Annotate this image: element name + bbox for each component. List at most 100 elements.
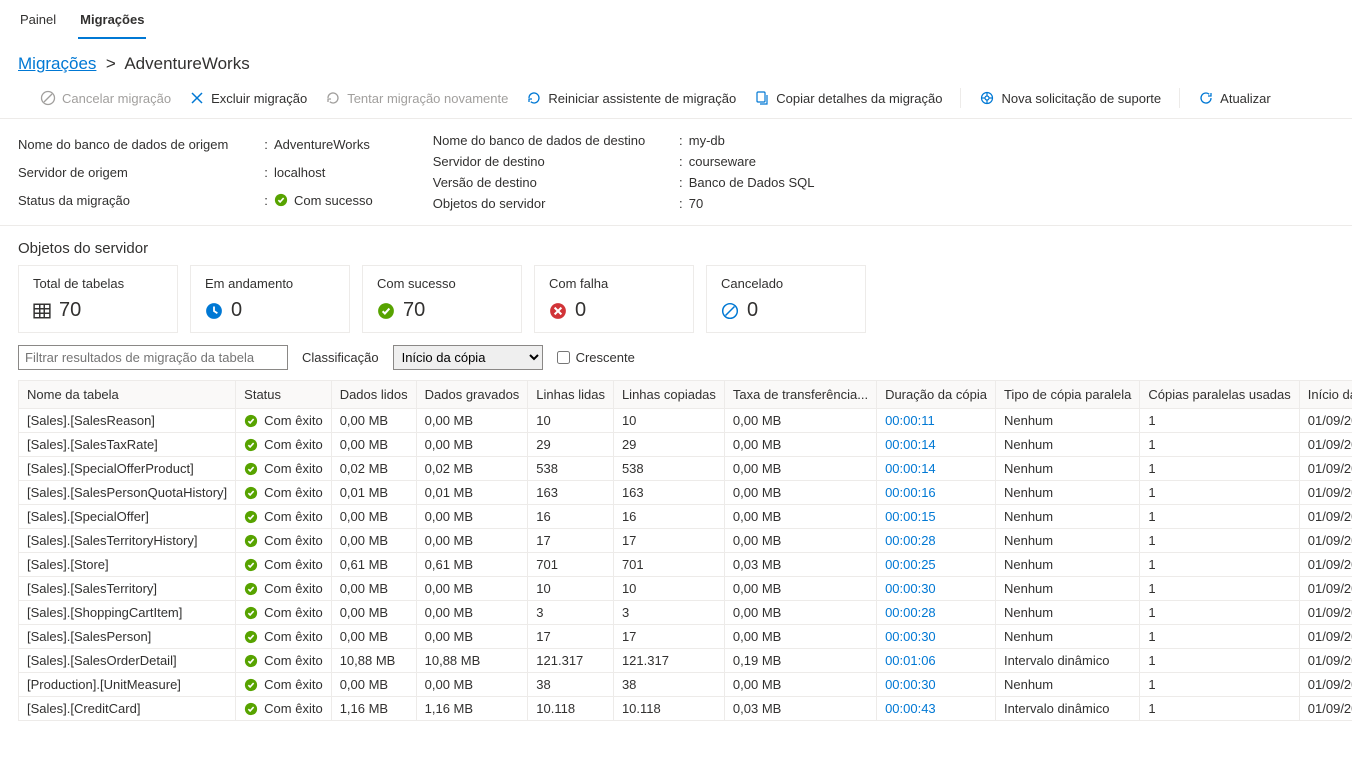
cell-rows-read: 29 [528, 433, 614, 457]
cell-rows-read: 16 [528, 505, 614, 529]
detail-key: Status da migração [18, 193, 258, 208]
table-row[interactable]: [Sales].[SalesTerritory]Com êxito0,00 MB… [19, 577, 1352, 601]
cell-parallel-type: Nenhum [995, 625, 1139, 649]
table-row[interactable]: [Sales].[SalesPersonQuotaHistory]Com êxi… [19, 481, 1352, 505]
table-row[interactable]: [Sales].[CreditCard]Com êxito1,16 MB1,16… [19, 697, 1352, 721]
cell-status: Com êxito [236, 553, 332, 577]
cell-status: Com êxito [236, 409, 332, 433]
cell-rate: 0,00 MB [724, 529, 876, 553]
delete-migration-button[interactable]: Excluir migração [189, 90, 307, 106]
cell-rows-read: 10.118 [528, 697, 614, 721]
cell-start: 01/09/2023, 10:39:46 [1299, 553, 1352, 577]
detail-value: AdventureWorks [274, 137, 373, 152]
toolbar-separator [960, 88, 961, 108]
cell-read: 1,16 MB [331, 697, 416, 721]
cell-read: 0,00 MB [331, 505, 416, 529]
migration-table: Nome da tabela Status Dados lidos Dados … [18, 380, 1352, 721]
col-data-written[interactable]: Dados gravados [416, 381, 528, 409]
cell-read: 0,00 MB [331, 673, 416, 697]
cell-duration: 00:00:16 [877, 481, 996, 505]
ascending-checkbox[interactable] [557, 351, 570, 364]
cell-write: 0,00 MB [416, 529, 528, 553]
table-row[interactable]: [Sales].[Store]Com êxito0,61 MB0,61 MB70… [19, 553, 1352, 577]
cell-parallel-type: Nenhum [995, 409, 1139, 433]
col-parallel-type[interactable]: Tipo de cópia paralela [995, 381, 1139, 409]
table-row[interactable]: [Sales].[SalesTerritoryHistory]Com êxito… [19, 529, 1352, 553]
cell-read: 0,00 MB [331, 625, 416, 649]
copy-icon [754, 90, 770, 106]
ascending-checkbox-label[interactable]: Crescente [557, 350, 635, 365]
cell-status: Com êxito [236, 625, 332, 649]
col-table-name[interactable]: Nome da tabela [19, 381, 236, 409]
table-row[interactable]: [Sales].[SalesPerson]Com êxito0,00 MB0,0… [19, 625, 1352, 649]
col-data-read[interactable]: Dados lidos [331, 381, 416, 409]
filter-input[interactable] [18, 345, 288, 370]
cell-parallel-type: Nenhum [995, 505, 1139, 529]
detail-key: Servidor de destino [433, 154, 673, 169]
copy-details-button[interactable]: Copiar detalhes da migração [754, 90, 942, 106]
col-parallel-used[interactable]: Cópias paralelas usadas [1140, 381, 1299, 409]
details-left: Nome do banco de dados de origem:Adventu… [18, 133, 373, 211]
tab-panel[interactable]: Painel [18, 6, 58, 39]
detail-key: Versão de destino [433, 175, 673, 190]
tab-migrations[interactable]: Migrações [78, 6, 146, 39]
retry-icon [325, 90, 341, 106]
table-icon [33, 302, 51, 320]
col-rows-copied[interactable]: Linhas copiadas [613, 381, 724, 409]
details-right: Nome do banco de dados de destino:my-db … [433, 133, 815, 211]
cell-rows-copied: 29 [613, 433, 724, 457]
cell-name: [Sales].[SalesTerritoryHistory] [19, 529, 236, 553]
detail-key: Nome do banco de dados de origem [18, 137, 258, 152]
table-row[interactable]: [Sales].[SpecialOfferProduct]Com êxito0,… [19, 457, 1352, 481]
col-status[interactable]: Status [236, 381, 332, 409]
cell-duration: 00:00:14 [877, 457, 996, 481]
cell-rate: 0,03 MB [724, 697, 876, 721]
cell-status: Com êxito [236, 457, 332, 481]
cell-rows-copied: 10 [613, 409, 724, 433]
details: Nome do banco de dados de origem:Adventu… [0, 119, 1352, 226]
restart-wizard-button[interactable]: Reiniciar assistente de migração [526, 90, 736, 106]
detail-value: 70 [689, 196, 815, 211]
filters: Classificação Início da cópia Crescente [0, 345, 1352, 380]
cell-write: 0,00 MB [416, 601, 528, 625]
refresh-button[interactable]: Atualizar [1198, 90, 1271, 106]
cell-start: 01/09/2023, 10:39:46 [1299, 577, 1352, 601]
table-row[interactable]: [Sales].[SalesTaxRate]Com êxito0,00 MB0,… [19, 433, 1352, 457]
detail-key: Nome do banco de dados de destino [433, 133, 673, 148]
cell-duration: 00:00:28 [877, 529, 996, 553]
card-success: Com sucesso 70 [362, 265, 522, 333]
table-row[interactable]: [Sales].[SpecialOffer]Com êxito0,00 MB0,… [19, 505, 1352, 529]
cell-rows-read: 701 [528, 553, 614, 577]
success-icon [244, 534, 258, 548]
card-failed: Com falha 0 [534, 265, 694, 333]
cell-duration: 00:00:43 [877, 697, 996, 721]
cell-parallel-type: Nenhum [995, 457, 1139, 481]
breadcrumb-link-migrations[interactable]: Migrações [18, 54, 96, 73]
cell-write: 0,00 MB [416, 433, 528, 457]
success-icon [244, 558, 258, 572]
cell-write: 0,61 MB [416, 553, 528, 577]
col-copy-start[interactable]: Início da cópia [1299, 381, 1352, 409]
new-support-request-button[interactable]: Nova solicitação de suporte [979, 90, 1161, 106]
table-row[interactable]: [Sales].[ShoppingCartItem]Com êxito0,00 … [19, 601, 1352, 625]
col-copy-duration[interactable]: Duração da cópia [877, 381, 996, 409]
sort-select[interactable]: Início da cópia [393, 345, 543, 370]
col-rows-read[interactable]: Linhas lidas [528, 381, 614, 409]
success-icon [244, 582, 258, 596]
col-throughput[interactable]: Taxa de transferência... [724, 381, 876, 409]
cell-rows-copied: 10 [613, 577, 724, 601]
cell-start: 01/09/2023, 10:39:46 [1299, 625, 1352, 649]
cell-name: [Sales].[Store] [19, 553, 236, 577]
cell-read: 0,61 MB [331, 553, 416, 577]
table-row[interactable]: [Sales].[SalesReason]Com êxito0,00 MB0,0… [19, 409, 1352, 433]
table-row[interactable]: [Production].[UnitMeasure]Com êxito0,00 … [19, 673, 1352, 697]
cell-name: [Sales].[SalesTerritory] [19, 577, 236, 601]
toolbar-separator [1179, 88, 1180, 108]
cell-parallel-type: Nenhum [995, 601, 1139, 625]
cell-parallel-type: Intervalo dinâmico [995, 649, 1139, 673]
cell-duration: 00:00:14 [877, 433, 996, 457]
cell-parallel-used: 1 [1140, 673, 1299, 697]
cell-parallel-type: Nenhum [995, 433, 1139, 457]
table-row[interactable]: [Sales].[SalesOrderDetail]Com êxito10,88… [19, 649, 1352, 673]
cell-write: 0,01 MB [416, 481, 528, 505]
